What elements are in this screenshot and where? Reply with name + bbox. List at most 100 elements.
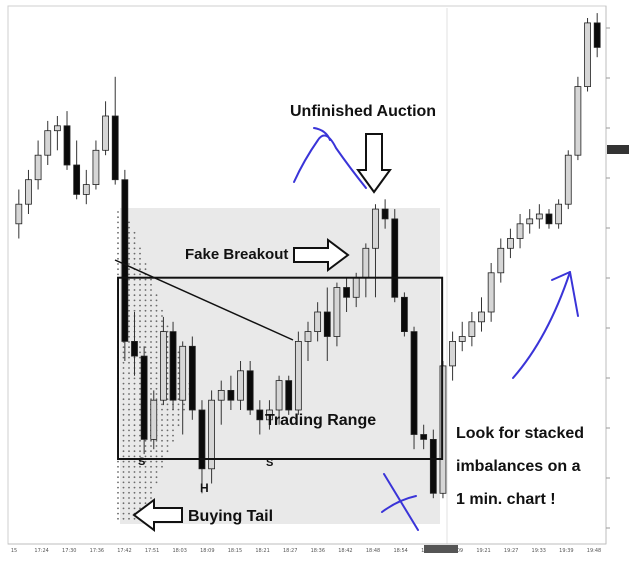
profile-dot: [134, 300, 136, 302]
profile-dot: [161, 320, 163, 322]
profile-dot: [123, 508, 125, 510]
profile-dot: [134, 466, 136, 468]
stacked-imbalance-line-2: imbalances on a: [456, 458, 581, 475]
profile-dot: [150, 471, 152, 473]
profile-dot: [167, 440, 169, 442]
profile-dot: [167, 341, 169, 343]
candle-down: [344, 288, 350, 298]
profile-dot: [139, 450, 141, 452]
profile-dot: [134, 419, 136, 421]
candle-up: [450, 341, 456, 366]
profile-dot: [139, 430, 141, 432]
x-tick-label: 18:27: [283, 548, 297, 554]
profile-dot: [167, 336, 169, 338]
profile-dot: [134, 258, 136, 260]
profile-dot: [134, 294, 136, 296]
profile-dot: [145, 279, 147, 281]
profile-dot: [123, 482, 125, 484]
profile-dot: [134, 456, 136, 458]
profile-dot: [128, 341, 130, 343]
profile-dot: [123, 435, 125, 437]
profile-dot: [117, 461, 119, 463]
candle-up: [276, 381, 282, 410]
profile-dot: [150, 476, 152, 478]
candle-up: [507, 239, 513, 249]
profile-dot: [167, 409, 169, 411]
candle-down: [64, 126, 70, 165]
profile-dot: [123, 383, 125, 385]
profile-dot: [117, 502, 119, 504]
profile-dot: [156, 388, 158, 390]
profile-dot: [123, 393, 125, 395]
candle-down: [141, 356, 147, 439]
profile-dot: [167, 362, 169, 364]
profile-dot: [128, 497, 130, 499]
profile-dot: [172, 440, 174, 442]
profile-dot: [150, 450, 152, 452]
profile-dot: [178, 398, 180, 400]
profile-dot: [183, 404, 185, 406]
profile-dot: [139, 357, 141, 359]
candle-down: [122, 180, 128, 342]
profile-dot: [139, 471, 141, 473]
candle-down: [286, 381, 292, 410]
profile-dot: [123, 378, 125, 380]
profile-dot: [145, 289, 147, 291]
profile-dot: [123, 388, 125, 390]
profile-dot: [139, 440, 141, 442]
profile-dot: [134, 440, 136, 442]
profile-dot: [156, 367, 158, 369]
profile-dot: [117, 466, 119, 468]
candle-up: [54, 126, 60, 131]
profile-dot: [139, 341, 141, 343]
profile-dot: [128, 268, 130, 270]
candle-up: [16, 204, 22, 224]
profile-dot: [134, 232, 136, 234]
profile-dot: [128, 466, 130, 468]
profile-dot: [145, 487, 147, 489]
profile-dot: [150, 482, 152, 484]
candle-down: [421, 435, 427, 440]
x-tick-label: 18:03: [173, 548, 187, 554]
profile-dot: [178, 378, 180, 380]
profile-dot: [134, 518, 136, 520]
profile-dot: [167, 430, 169, 432]
profile-dot: [128, 222, 130, 224]
profile-dot: [178, 357, 180, 359]
profile-dot: [123, 497, 125, 499]
profile-dot: [139, 367, 141, 369]
profile-dot: [161, 466, 163, 468]
profile-dot: [150, 393, 152, 395]
candle-up: [527, 219, 533, 224]
profile-dot: [128, 440, 130, 442]
profile-dot: [150, 466, 152, 468]
profile-dot: [134, 284, 136, 286]
profile-dot: [161, 414, 163, 416]
profile-dot: [156, 336, 158, 338]
profile-dot: [128, 419, 130, 421]
profile-dot: [156, 450, 158, 452]
profile-dot: [150, 372, 152, 374]
profile-dot: [128, 414, 130, 416]
candle-up: [218, 390, 224, 400]
profile-dot: [150, 388, 152, 390]
x-tick-label: 17:51: [145, 548, 159, 554]
profile-dot: [139, 274, 141, 276]
profile-dot: [145, 320, 147, 322]
profile-dot: [139, 476, 141, 478]
profile-dot: [145, 482, 147, 484]
profile-dot: [150, 367, 152, 369]
profile-dot: [134, 289, 136, 291]
profile-dot: [167, 404, 169, 406]
profile-dot: [134, 274, 136, 276]
profile-dot: [156, 357, 158, 359]
profile-dot: [123, 518, 125, 520]
profile-dot: [156, 294, 158, 296]
profile-dot: [156, 346, 158, 348]
profile-dot: [128, 513, 130, 515]
profile-dot: [134, 435, 136, 437]
profile-dot: [156, 315, 158, 317]
stacked-imbalance-line-1: Look for stacked: [456, 425, 584, 442]
head-label: H: [200, 481, 209, 495]
profile-dot: [156, 461, 158, 463]
